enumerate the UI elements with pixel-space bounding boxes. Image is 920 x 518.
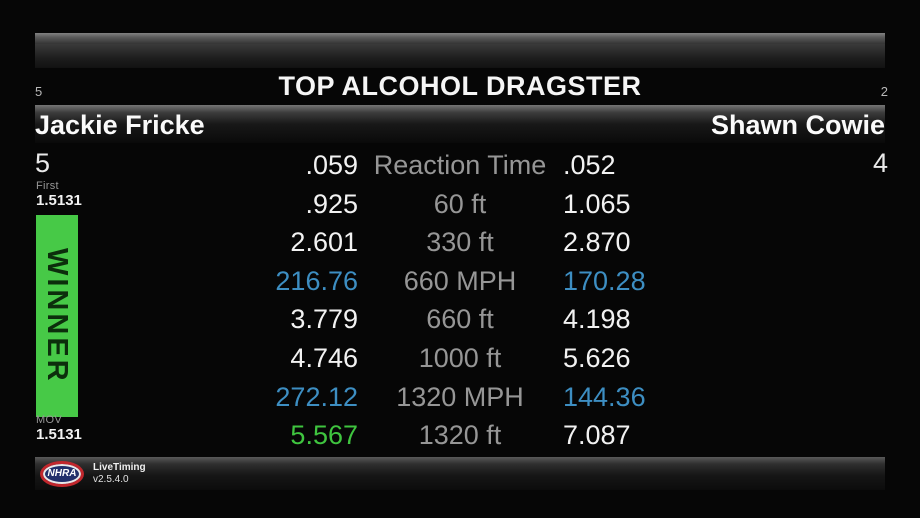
timing-row: .925 60 ft 1.065 bbox=[0, 185, 920, 224]
left-round-number: 5 bbox=[35, 84, 43, 99]
nhra-logo-icon: NHRA bbox=[40, 460, 84, 487]
mov-value: 1.5131 bbox=[36, 426, 82, 443]
left-lane-value: 5.567 bbox=[290, 420, 358, 451]
timing-label: 330 ft bbox=[426, 227, 494, 258]
footer-bar: NHRA LiveTiming v2.5.4.0 bbox=[35, 457, 885, 490]
timing-row: 272.12 1320 MPH 144.36 bbox=[0, 378, 920, 417]
timing-row: 4.746 1000 ft 5.626 bbox=[0, 339, 920, 378]
right-lane-value: 4.198 bbox=[563, 304, 631, 335]
timing-label: 1320 MPH bbox=[396, 381, 524, 412]
right-lane-value: 144.36 bbox=[563, 381, 646, 412]
right-lane-value: 5.626 bbox=[563, 342, 631, 373]
left-lane-value: 3.779 bbox=[290, 304, 358, 335]
right-round-number: 2 bbox=[880, 84, 888, 99]
timing-row: .059 Reaction Time .052 bbox=[0, 146, 920, 185]
right-lane-value: 170.28 bbox=[563, 265, 646, 296]
winner-label: WINNER bbox=[41, 248, 73, 384]
nhra-logo-text: NHRA bbox=[47, 468, 77, 479]
timing-rows: .059 Reaction Time .052 .925 60 ft 1.065 2.601… bbox=[0, 146, 920, 455]
right-lane-value: 1.065 bbox=[563, 188, 631, 219]
top-gradient-bar-2 bbox=[35, 44, 885, 68]
winner-banner: WINNER bbox=[36, 215, 78, 417]
top-gradient-bar bbox=[35, 33, 885, 44]
app-version: v2.5.4.0 bbox=[93, 473, 129, 485]
timing-label: 1320 ft bbox=[418, 420, 502, 451]
right-lane-value: 2.870 bbox=[563, 227, 631, 258]
timing-label: 1000 ft bbox=[418, 342, 502, 373]
right-lane-number: 4 bbox=[872, 148, 888, 178]
left-lane-value: 272.12 bbox=[275, 381, 358, 412]
mov-label: MOV bbox=[36, 414, 62, 426]
class-title: TOP ALCOHOL DRAGSTER bbox=[278, 71, 642, 101]
left-lane-value: 2.601 bbox=[290, 227, 358, 258]
right-lane-value: .052 bbox=[563, 150, 616, 180]
timing-label: 60 ft bbox=[433, 188, 487, 219]
left-driver-name: Jackie Fricke bbox=[35, 110, 205, 140]
timing-row: 3.779 660 ft 4.198 bbox=[0, 300, 920, 339]
left-lane-value: .925 bbox=[305, 188, 358, 219]
driver-names-band: Jackie Fricke Shawn Cowie bbox=[35, 105, 885, 143]
timing-row: 5.567 1320 ft 7.087 bbox=[0, 416, 920, 455]
right-lane-value: 7.087 bbox=[563, 420, 631, 451]
right-driver-name: Shawn Cowie bbox=[710, 110, 885, 140]
timing-row: 216.76 660 MPH 170.28 bbox=[0, 262, 920, 301]
left-lane-value: 4.746 bbox=[290, 342, 358, 373]
timing-label: Reaction Time bbox=[373, 150, 547, 180]
first-label: First bbox=[36, 180, 59, 192]
left-lane-value: 216.76 bbox=[275, 265, 358, 296]
timing-label: 660 MPH bbox=[403, 265, 517, 296]
first-value: 1.5131 bbox=[36, 192, 82, 209]
timing-row: 2.601 330 ft 2.870 bbox=[0, 223, 920, 262]
left-lane-value: .059 bbox=[305, 150, 358, 180]
timing-label: 660 ft bbox=[426, 304, 494, 335]
footer-text: LiveTiming v2.5.4.0 bbox=[93, 462, 146, 486]
app-name: LiveTiming bbox=[93, 461, 146, 473]
left-lane-number: 5 bbox=[35, 148, 51, 178]
